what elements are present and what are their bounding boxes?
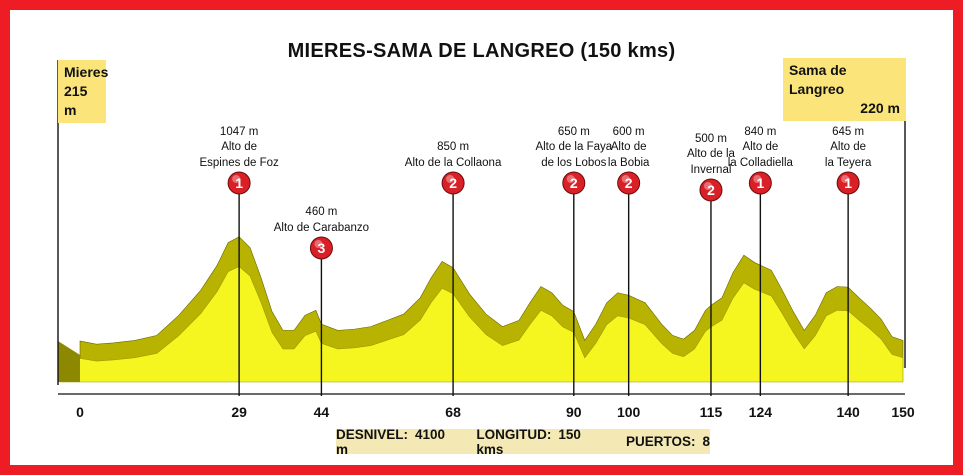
climb-label: 840 m Alto de la Colladiella xyxy=(680,125,840,172)
stat-puertos: PUERTOS: 8 xyxy=(626,434,710,449)
climb-label-line: 650 m xyxy=(557,125,590,138)
km-tick-label: 115 xyxy=(699,404,723,420)
climb-label: 600 m Alto de la Bobia xyxy=(549,125,709,172)
climb-label-line: 460 m xyxy=(305,206,338,218)
finish-name: Sama de Langreo xyxy=(789,62,847,97)
badge-highlight xyxy=(621,175,630,183)
stat-longitud: LONGITUD: 150 kms xyxy=(476,427,596,457)
climb-label-line: Alto de xyxy=(221,141,258,153)
badge-highlight xyxy=(232,175,241,183)
climb-label: 645 m Alto de la Teyera xyxy=(768,125,928,172)
climb-category-badge xyxy=(227,171,251,195)
km-tick-label: 140 xyxy=(836,404,860,420)
stat-desnivel-value: 4100 m xyxy=(336,426,446,457)
climb-label-line: 500 m xyxy=(694,132,727,145)
km-tick-label: 29 xyxy=(231,404,247,420)
climb-label: 1047 m Alto de Espines de Foz xyxy=(159,125,319,172)
climb-label-line: Alto de la Faya xyxy=(535,141,613,153)
climb-label-line: 840 m xyxy=(744,125,777,138)
km-tick-label: 124 xyxy=(748,404,773,420)
badge-highlight xyxy=(703,182,712,190)
climb-label: 850 m Alto de la Collaona xyxy=(373,140,533,171)
start-altitude: 215 m xyxy=(64,83,88,118)
climb-category-number: 2 xyxy=(570,175,578,191)
badge-highlight xyxy=(446,175,455,183)
stat-puertos-label: PUERTOS: xyxy=(625,434,696,449)
climb-category-number: 2 xyxy=(625,175,633,191)
climb-label-line: 850 m xyxy=(437,141,470,153)
stat-longitud-value: 150 kms xyxy=(476,426,581,457)
climb-label-line: la Bobia xyxy=(607,156,650,169)
climb-category-badge xyxy=(748,171,772,195)
climb-category-badge xyxy=(617,171,641,195)
badge-highlight xyxy=(841,175,850,183)
km-tick-label: 150 xyxy=(891,404,915,420)
stat-desnivel: DESNIVEL: 4100 m xyxy=(336,427,446,457)
climb-label-line: la Teyera xyxy=(824,156,872,169)
climb-markers: 1 3 2 2 2 2 1 1 xyxy=(227,171,860,396)
climb-label-line: la Colladiella xyxy=(727,156,793,169)
start-label-box: Mieres 215 m xyxy=(58,60,109,123)
badge-highlight xyxy=(566,175,575,183)
stat-longitud-label: LONGITUD: xyxy=(476,426,552,442)
climb-label: 460 m Alto de Carabanzo xyxy=(241,205,401,236)
stat-desnivel-label: DESNIVEL: xyxy=(336,426,409,442)
climb-category-number: 1 xyxy=(756,175,764,191)
climb-category-badge xyxy=(699,178,723,202)
climb-label: 650 m Alto de la Faya de los Lobos xyxy=(494,125,654,172)
climb-label-line: Invernal xyxy=(690,163,732,176)
km-tick-label: 44 xyxy=(313,404,330,420)
climb-category-badge xyxy=(309,236,333,260)
terrain-shadow-face xyxy=(79,236,904,369)
km-tick-label: 100 xyxy=(616,404,641,420)
climb-label-line: Alto de xyxy=(742,141,779,153)
climb-label-line: Alto de Carabanzo xyxy=(273,221,370,234)
climb-label-line: 645 m xyxy=(832,125,865,138)
stage-stats-bar: DESNIVEL: 4100 m LONGITUD: 150 kms PUERTOS… xyxy=(336,427,710,457)
finish-altitude: 220 m xyxy=(860,100,900,116)
badge-highlight xyxy=(753,175,762,183)
chart-title: MIERES-SAMA DE LANGREO (150 kms) xyxy=(287,40,676,62)
finish-label-box: Sama de Langreo 220 m xyxy=(783,58,906,121)
climb-label-line: Espines de Foz xyxy=(199,156,279,169)
terrain-front-face xyxy=(59,266,904,383)
km-tick-label: 90 xyxy=(566,404,582,420)
climb-category-badge xyxy=(441,171,465,195)
climb-label-line: Alto de la Collaona xyxy=(404,156,502,169)
terrain-layer xyxy=(57,58,906,395)
climb-label-line: 1047 m xyxy=(219,125,259,138)
climb-category-badge xyxy=(562,171,586,195)
start-name: Mieres xyxy=(64,64,109,80)
km-tick-label: 68 xyxy=(445,404,461,420)
climb-category-number: 1 xyxy=(844,175,852,191)
climb-category-number: 2 xyxy=(707,182,715,198)
climb-label-line: Alto de la xyxy=(686,148,735,160)
climb-label-line: de los Lobos xyxy=(541,156,607,169)
climb-category-number: 3 xyxy=(318,240,326,256)
terrain-side-wall xyxy=(58,341,80,382)
climb-category-number: 2 xyxy=(449,175,457,191)
badge-highlight xyxy=(314,240,323,248)
climb-label: 500 m Alto de la Invernal xyxy=(631,132,791,179)
climb-category-badge xyxy=(836,171,860,195)
stat-puertos-value: 8 xyxy=(702,434,710,449)
climb-category-number: 1 xyxy=(235,175,243,191)
climb-label-line: 600 m xyxy=(612,125,645,138)
climb-label-line: Alto de xyxy=(610,141,647,153)
climb-label-line: Alto de xyxy=(830,141,867,153)
km-tick-label: 0 xyxy=(76,404,84,420)
